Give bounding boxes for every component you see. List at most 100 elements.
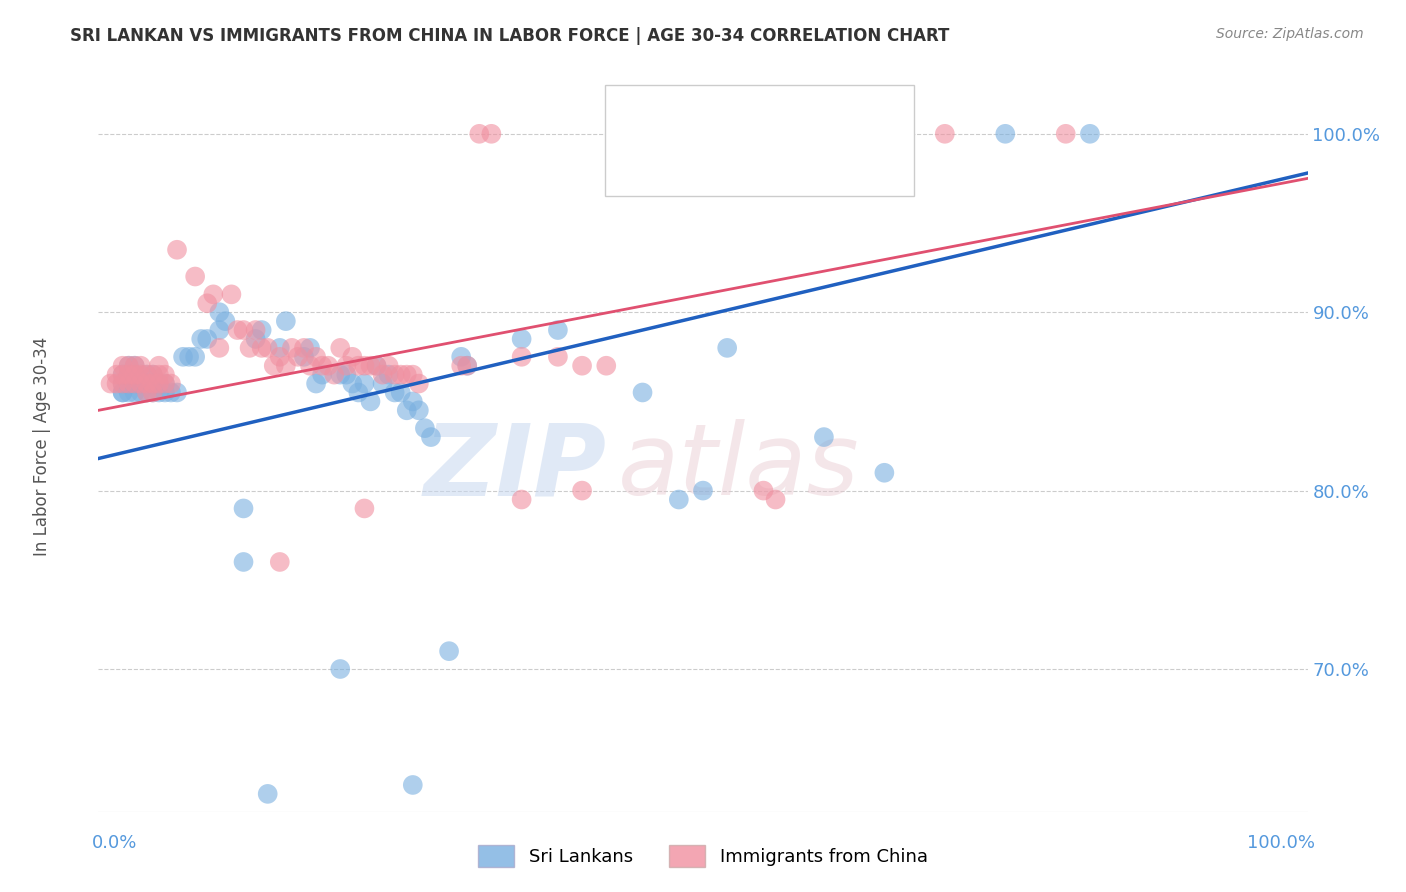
Point <box>153 376 176 391</box>
Point <box>873 466 896 480</box>
Point <box>281 341 304 355</box>
Point <box>347 385 370 400</box>
Point <box>135 385 157 400</box>
Point <box>692 483 714 498</box>
Point <box>153 368 176 382</box>
Point <box>118 376 141 391</box>
Point <box>105 376 128 391</box>
Point <box>111 385 134 400</box>
Point <box>813 430 835 444</box>
Point <box>360 359 382 373</box>
Point <box>716 341 738 355</box>
Point <box>329 341 352 355</box>
Point <box>245 323 267 337</box>
Point <box>287 350 309 364</box>
Point <box>166 243 188 257</box>
Point <box>221 287 243 301</box>
Point <box>239 341 262 355</box>
Point <box>292 341 315 355</box>
Point <box>342 376 364 391</box>
Point <box>129 385 152 400</box>
Point <box>420 430 443 444</box>
Point <box>124 376 146 391</box>
Point <box>323 368 346 382</box>
Point <box>214 314 236 328</box>
Point <box>256 341 278 355</box>
Point <box>305 376 328 391</box>
Point <box>111 376 134 391</box>
Point <box>135 376 157 391</box>
Point <box>366 359 388 373</box>
Point <box>118 359 141 373</box>
Point <box>202 287 225 301</box>
Text: 0.0%: 0.0% <box>91 834 136 852</box>
Point <box>232 323 254 337</box>
Point <box>269 555 291 569</box>
Point <box>124 359 146 373</box>
Point <box>1054 127 1077 141</box>
Point <box>510 332 533 346</box>
Point <box>456 359 478 373</box>
Point <box>402 368 425 382</box>
Point <box>124 385 146 400</box>
Point <box>111 376 134 391</box>
Point <box>1078 127 1101 141</box>
Point <box>571 359 593 373</box>
Point <box>299 359 322 373</box>
Point <box>631 385 654 400</box>
Point <box>408 376 430 391</box>
Point <box>111 359 134 373</box>
Text: Source: ZipAtlas.com: Source: ZipAtlas.com <box>1216 27 1364 41</box>
Point <box>389 368 412 382</box>
Point <box>510 492 533 507</box>
Point <box>335 368 357 382</box>
Point <box>668 492 690 507</box>
Point <box>142 376 165 391</box>
Text: atlas: atlas <box>619 419 860 516</box>
Point <box>360 394 382 409</box>
Point <box>371 376 394 391</box>
Point <box>366 359 388 373</box>
Point <box>160 385 183 400</box>
Point <box>160 376 183 391</box>
Point <box>105 368 128 382</box>
Point <box>184 269 207 284</box>
Point <box>184 350 207 364</box>
Point <box>274 359 297 373</box>
Point <box>142 368 165 382</box>
Point <box>316 359 339 373</box>
Point <box>166 385 188 400</box>
Point <box>547 350 569 364</box>
Point <box>142 376 165 391</box>
Point <box>118 368 141 382</box>
Point <box>450 350 472 364</box>
Point <box>311 368 333 382</box>
Point <box>100 376 122 391</box>
Point <box>208 323 231 337</box>
Point <box>118 359 141 373</box>
Point <box>934 127 956 141</box>
Point <box>389 385 412 400</box>
Point <box>111 368 134 382</box>
Point <box>510 350 533 364</box>
Point <box>245 332 267 346</box>
Point <box>299 341 322 355</box>
Point <box>335 359 357 373</box>
Point <box>994 127 1017 141</box>
Point <box>190 332 212 346</box>
Point <box>142 368 165 382</box>
Point <box>250 341 273 355</box>
Point <box>311 359 333 373</box>
Point <box>377 359 399 373</box>
Point <box>232 501 254 516</box>
Legend:   R = 0.259   N = 67,   R = 0.304   N = 77: R = 0.259 N = 67, R = 0.304 N = 77 <box>613 102 905 179</box>
Point <box>329 368 352 382</box>
Point <box>402 778 425 792</box>
Point <box>263 359 285 373</box>
Point <box>195 296 218 310</box>
Point <box>129 359 152 373</box>
Point <box>129 376 152 391</box>
Point <box>129 368 152 382</box>
Point <box>111 385 134 400</box>
Point <box>118 368 141 382</box>
